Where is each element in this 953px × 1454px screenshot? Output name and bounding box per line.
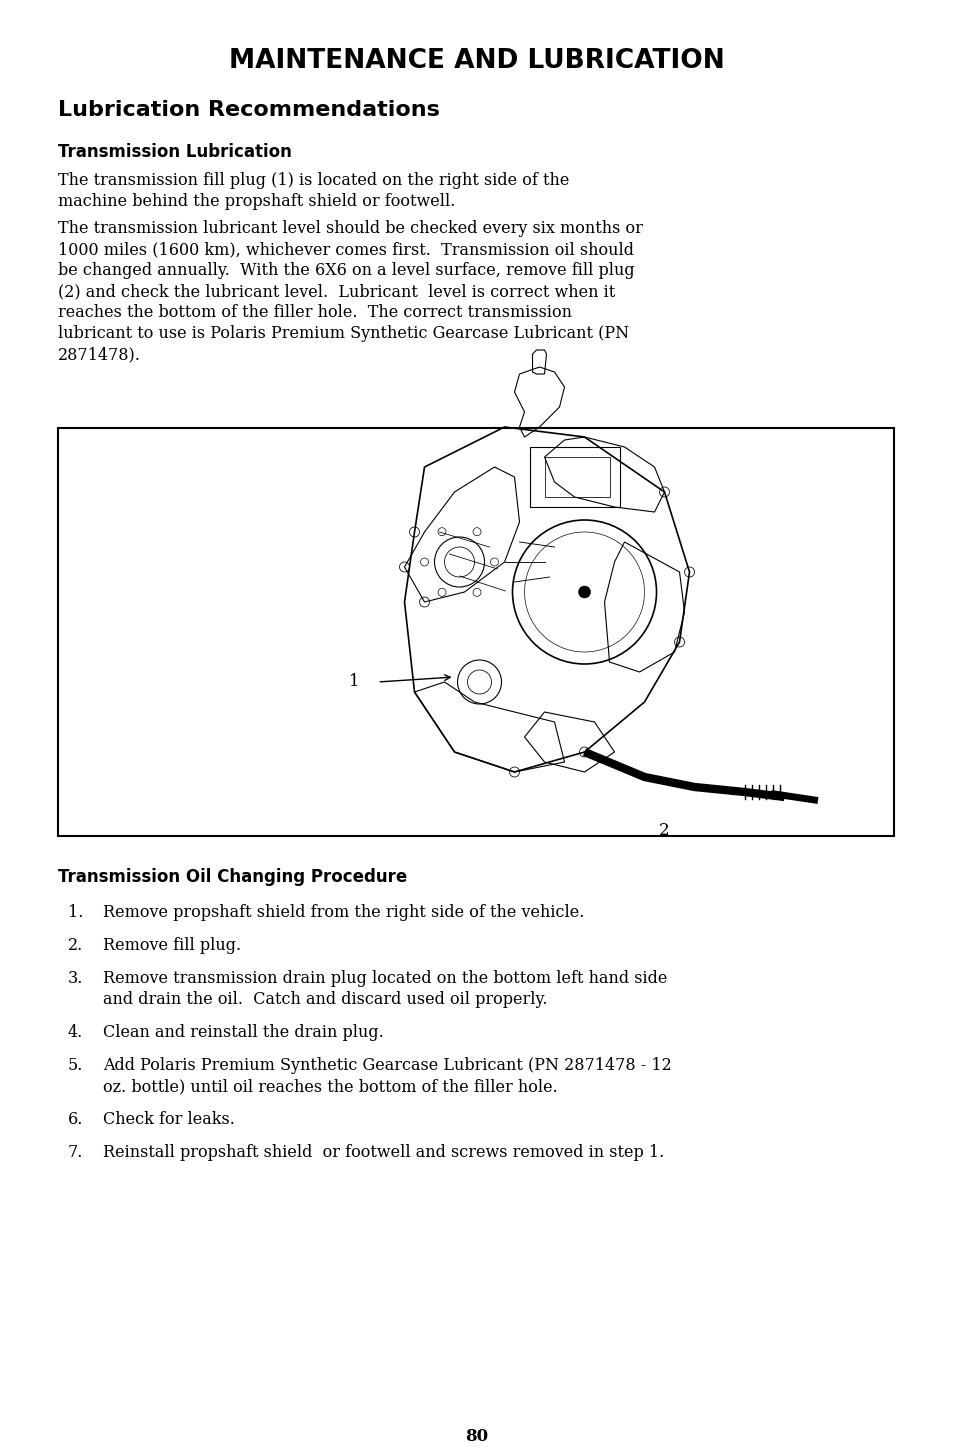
Text: Remove propshaft shield from the right side of the vehicle.: Remove propshaft shield from the right s… xyxy=(103,904,584,920)
Bar xyxy=(544,457,609,497)
Text: Clean and reinstall the drain plug.: Clean and reinstall the drain plug. xyxy=(103,1024,383,1041)
Text: Check for leaks.: Check for leaks. xyxy=(103,1111,234,1128)
Text: Reinstall propshaft shield  or footwell and screws removed in step 1.: Reinstall propshaft shield or footwell a… xyxy=(103,1144,663,1160)
Text: 3.: 3. xyxy=(68,970,83,987)
Text: 2871478).: 2871478). xyxy=(58,346,141,364)
Text: The transmission fill plug (1) is located on the right side of the: The transmission fill plug (1) is locate… xyxy=(58,172,569,189)
Text: The transmission lubricant level should be checked every six months or: The transmission lubricant level should … xyxy=(58,220,642,237)
Text: machine behind the propshaft shield or footwell.: machine behind the propshaft shield or f… xyxy=(58,193,455,209)
Bar xyxy=(58,427,893,836)
Text: be changed annually.  With the 6X6 on a level surface, remove fill plug: be changed annually. With the 6X6 on a l… xyxy=(58,262,634,279)
Text: lubricant to use is Polaris Premium Synthetic Gearcase Lubricant (PN: lubricant to use is Polaris Premium Synt… xyxy=(58,326,628,342)
Text: Transmission Lubrication: Transmission Lubrication xyxy=(58,142,292,161)
Text: 80: 80 xyxy=(465,1428,488,1445)
Text: Add Polaris Premium Synthetic Gearcase Lubricant (PN 2871478 - 12: Add Polaris Premium Synthetic Gearcase L… xyxy=(103,1057,671,1075)
Text: 2: 2 xyxy=(659,822,669,839)
Text: 5.: 5. xyxy=(68,1057,83,1075)
Text: (2) and check the lubricant level.  Lubricant  level is correct when it: (2) and check the lubricant level. Lubri… xyxy=(58,284,615,300)
Text: 4.: 4. xyxy=(68,1024,83,1041)
Text: 2.: 2. xyxy=(68,936,83,954)
Text: Lubrication Recommendations: Lubrication Recommendations xyxy=(58,100,439,121)
Text: Remove fill plug.: Remove fill plug. xyxy=(103,936,241,954)
Text: 6.: 6. xyxy=(68,1111,83,1128)
Text: and drain the oil.  Catch and discard used oil properly.: and drain the oil. Catch and discard use… xyxy=(103,992,547,1008)
Text: 7.: 7. xyxy=(68,1144,83,1160)
Bar xyxy=(529,446,618,507)
Circle shape xyxy=(578,586,590,598)
Text: reaches the bottom of the filler hole.  The correct transmission: reaches the bottom of the filler hole. T… xyxy=(58,304,572,321)
Text: 1.: 1. xyxy=(68,904,83,920)
Text: Remove transmission drain plug located on the bottom left hand side: Remove transmission drain plug located o… xyxy=(103,970,667,987)
Text: Transmission Oil Changing Procedure: Transmission Oil Changing Procedure xyxy=(58,868,407,885)
Text: 1: 1 xyxy=(349,673,359,691)
Text: 1000 miles (1600 km), whichever comes first.  Transmission oil should: 1000 miles (1600 km), whichever comes fi… xyxy=(58,241,634,257)
Text: MAINTENANCE AND LUBRICATION: MAINTENANCE AND LUBRICATION xyxy=(229,48,724,74)
Text: oz. bottle) until oil reaches the bottom of the filler hole.: oz. bottle) until oil reaches the bottom… xyxy=(103,1077,558,1095)
